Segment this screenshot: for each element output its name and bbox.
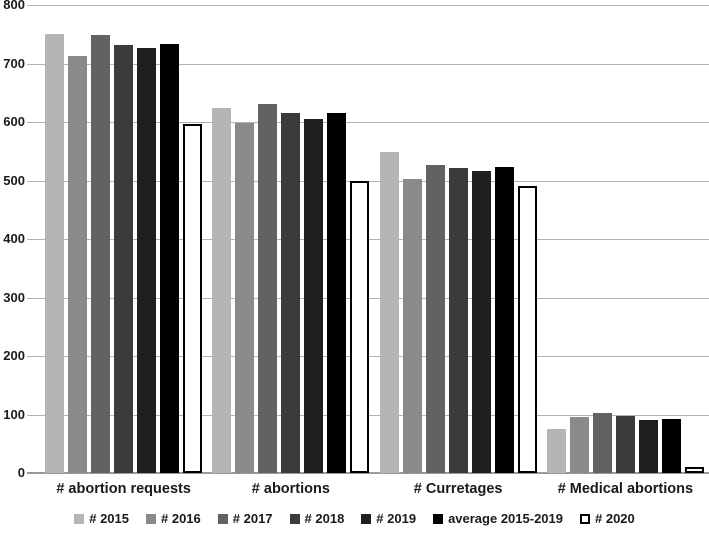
bar — [183, 123, 203, 473]
legend-label: # 2016 — [161, 511, 201, 526]
bar — [402, 178, 422, 473]
y-axis-tick-label: 400 — [3, 231, 25, 246]
bar — [684, 467, 704, 473]
y-axis-tick-label: 800 — [3, 0, 25, 12]
bar-group — [207, 5, 374, 473]
bar — [471, 170, 491, 473]
bar — [235, 123, 255, 473]
legend-swatch-icon — [433, 513, 444, 524]
legend-swatch-icon — [74, 513, 85, 524]
bar-group — [542, 5, 709, 473]
bar — [448, 168, 468, 473]
bar — [304, 118, 324, 473]
bar — [615, 416, 635, 473]
y-axis-tick-label: 0 — [17, 465, 25, 480]
bar — [114, 45, 134, 473]
bar — [517, 186, 537, 473]
legend-swatch-icon — [289, 513, 300, 524]
x-axis-line — [27, 472, 709, 474]
bar — [45, 33, 65, 473]
y-axis-tick-label: 700 — [3, 55, 25, 71]
legend-item: # 2018 — [289, 511, 345, 526]
bar-group — [40, 5, 207, 473]
y-axis-tick-label: 100 — [3, 406, 25, 422]
legend-label: # 2020 — [595, 511, 635, 526]
bar — [638, 420, 658, 473]
bar — [661, 419, 681, 473]
legend-swatch-icon — [580, 513, 590, 524]
legend-swatch-icon — [217, 513, 228, 524]
bar — [91, 34, 111, 473]
bars-row — [40, 5, 709, 473]
category-label: # Medical abortions — [557, 481, 694, 497]
gridline — [27, 63, 709, 65]
x-axis-category-labels: # abortion requests # abortions # Curretag… — [40, 481, 709, 497]
y-axis-tick-label: 500 — [3, 172, 25, 188]
bar — [379, 152, 399, 473]
bar — [137, 48, 157, 473]
bar — [546, 428, 566, 473]
category-label: # abortions — [251, 481, 330, 497]
legend: # 2015 # 2016 # 2017 # 2018 # 2019 average 20… — [0, 511, 709, 526]
legend-swatch-icon — [361, 513, 372, 524]
y-axis-tick-label: 600 — [3, 114, 25, 129]
legend-label: average 2015-2019 — [448, 511, 563, 526]
y-axis-tick-label: 200 — [3, 348, 25, 363]
bar — [350, 180, 370, 473]
bar — [494, 167, 514, 473]
bar — [327, 113, 347, 473]
bar — [425, 164, 445, 473]
legend-item: # 2017 — [217, 511, 273, 526]
plot-area: 800 700 600 500 400 300 200 100 0 — [0, 0, 709, 480]
category-label: # Curretages — [413, 481, 503, 497]
legend-label: # 2017 — [232, 511, 273, 526]
legend-item: # 2015 — [74, 511, 129, 526]
bar-group — [375, 5, 542, 473]
legend-item: # 2019 — [361, 511, 416, 526]
category-label: # abortion requests — [56, 481, 191, 497]
gridline — [27, 5, 709, 6]
legend-item: # 2020 — [580, 511, 635, 526]
legend-label: # 2019 — [376, 511, 417, 526]
legend-item: average 2015-2019 — [433, 511, 563, 526]
gridline — [27, 122, 709, 123]
bar — [592, 413, 612, 473]
legend-item: # 2016 — [146, 511, 201, 526]
bar — [281, 112, 301, 473]
legend-label: # 2015 — [89, 511, 129, 526]
bar — [160, 43, 180, 473]
legend-label: # 2018 — [304, 511, 345, 526]
legend-swatch-icon — [146, 513, 156, 524]
bar — [212, 107, 232, 473]
bar — [258, 104, 278, 473]
bar — [569, 416, 589, 473]
y-axis-tick-label: 300 — [3, 289, 25, 305]
bar — [68, 55, 88, 473]
